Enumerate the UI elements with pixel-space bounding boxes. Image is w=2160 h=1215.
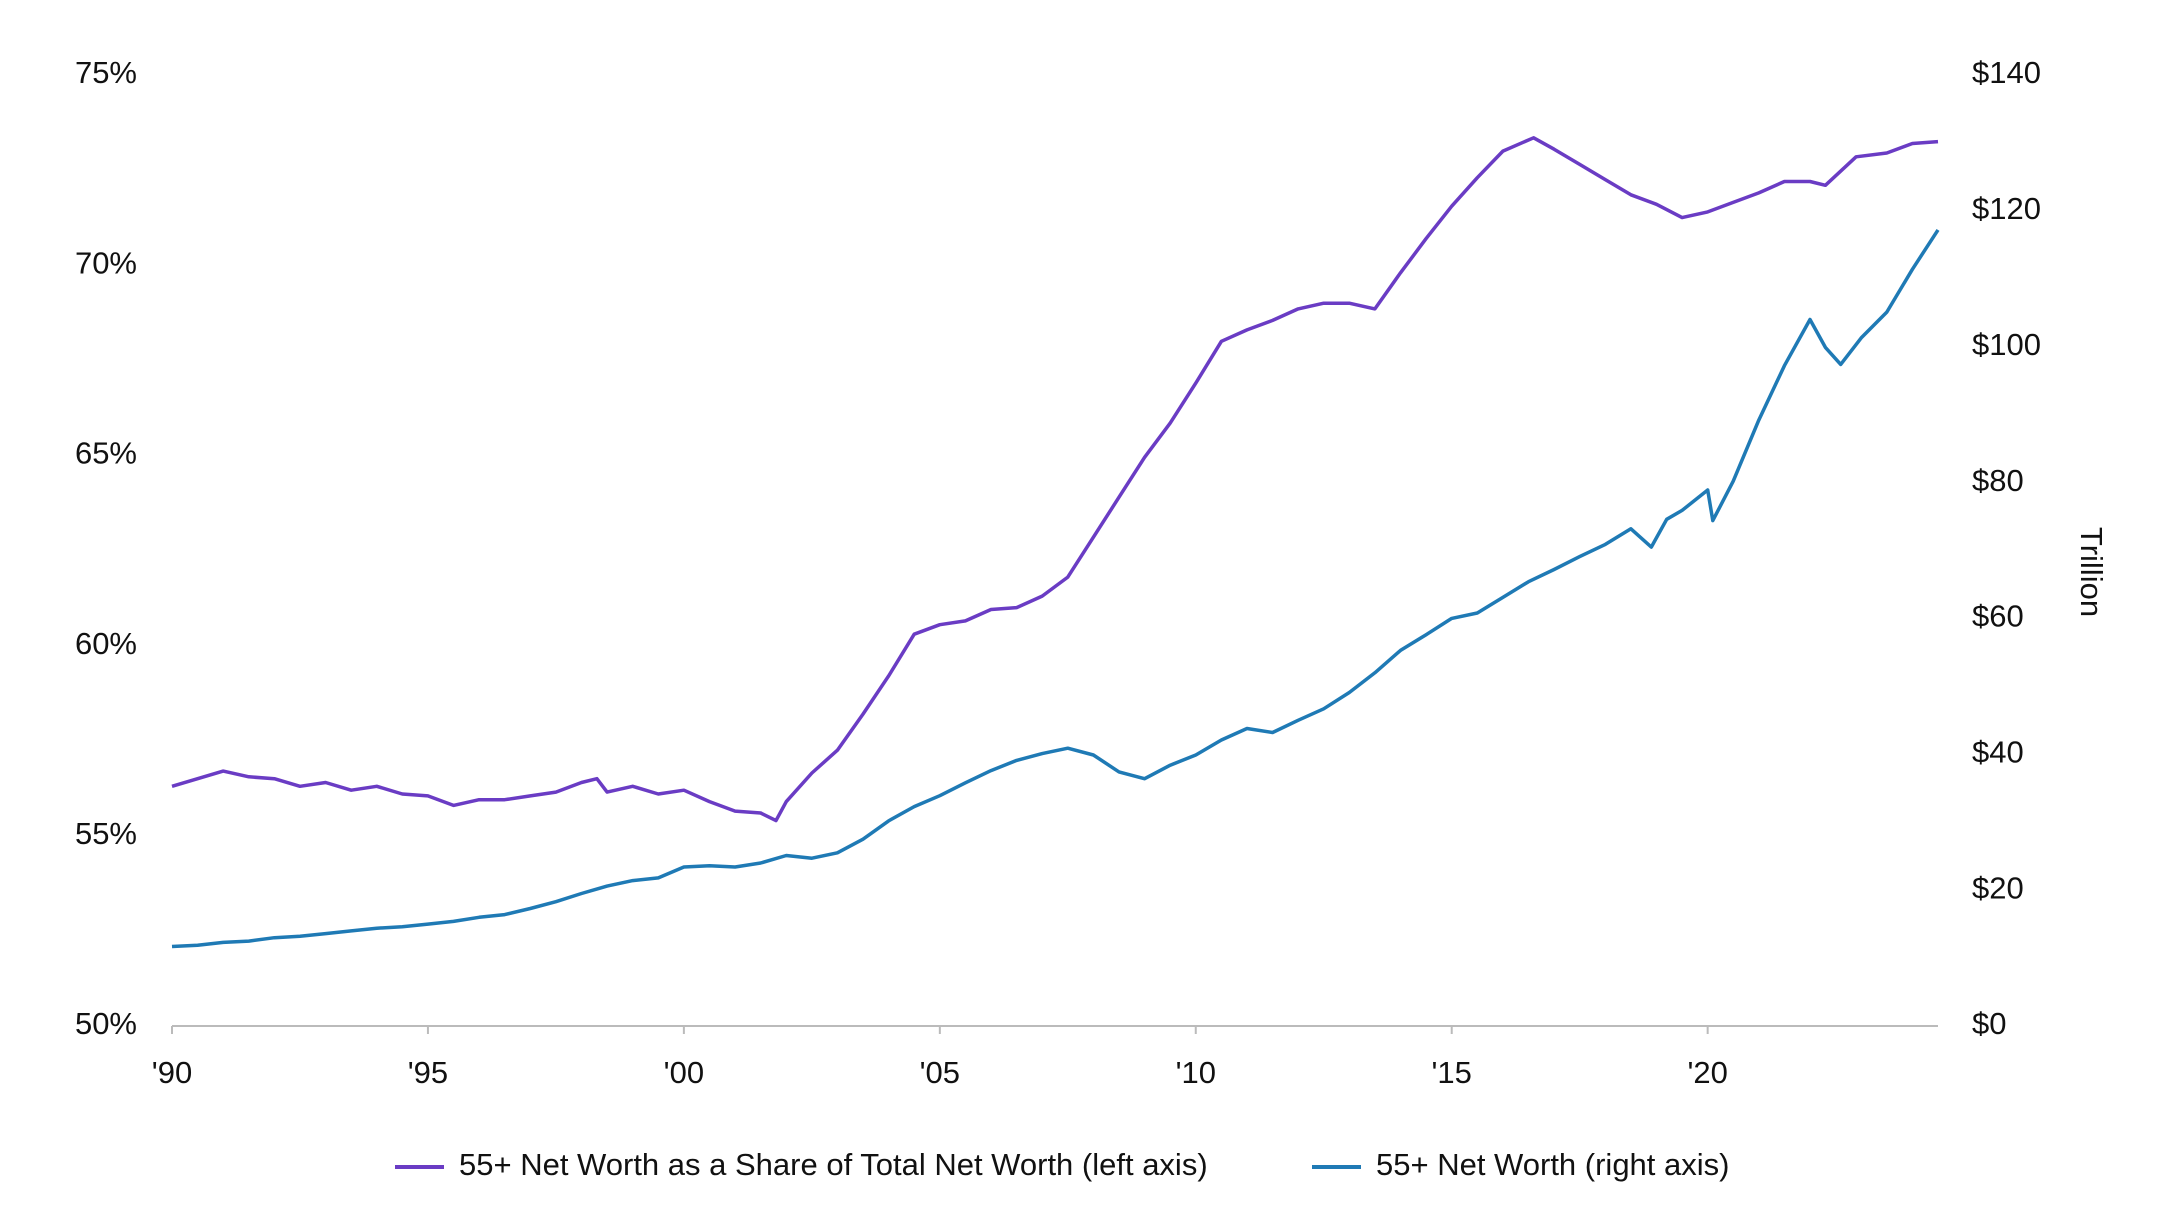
x-tick-label: '05	[920, 1055, 960, 1090]
x-tick-label: '00	[664, 1055, 704, 1090]
y2-tick-label: $120	[1972, 191, 2041, 226]
y-tick-label: 70%	[75, 245, 137, 280]
y-tick-label: 50%	[75, 1006, 137, 1041]
legend-label: 55+ Net Worth as a Share of Total Net Wo…	[459, 1147, 1208, 1182]
x-tick-label: '95	[408, 1055, 448, 1090]
y-tick-label: 65%	[75, 436, 137, 471]
x-tick-label: '10	[1176, 1055, 1216, 1090]
y-tick-label: 60%	[75, 626, 137, 661]
series-line	[171, 228, 1940, 949]
y2-tick-label: $140	[1972, 55, 2041, 90]
y2-tick-label: $60	[1972, 599, 2024, 634]
x-tick-label: '15	[1432, 1055, 1472, 1090]
x-tick-label: '90	[152, 1055, 192, 1090]
y-tick-label: 55%	[75, 816, 137, 851]
y-tick-label: 75%	[75, 55, 137, 90]
series-line	[171, 136, 1939, 823]
y2-tick-label: $0	[1972, 1006, 2006, 1041]
y2-tick-label: $100	[1972, 327, 2041, 362]
x-tick-label: '20	[1687, 1055, 1727, 1090]
y2-axis-label: Trillion	[2074, 527, 2109, 617]
y2-tick-label: $40	[1972, 734, 2024, 769]
legend-label: 55+ Net Worth (right axis)	[1376, 1147, 1729, 1182]
y2-tick-label: $80	[1972, 463, 2024, 498]
y2-tick-label: $20	[1972, 870, 2024, 905]
